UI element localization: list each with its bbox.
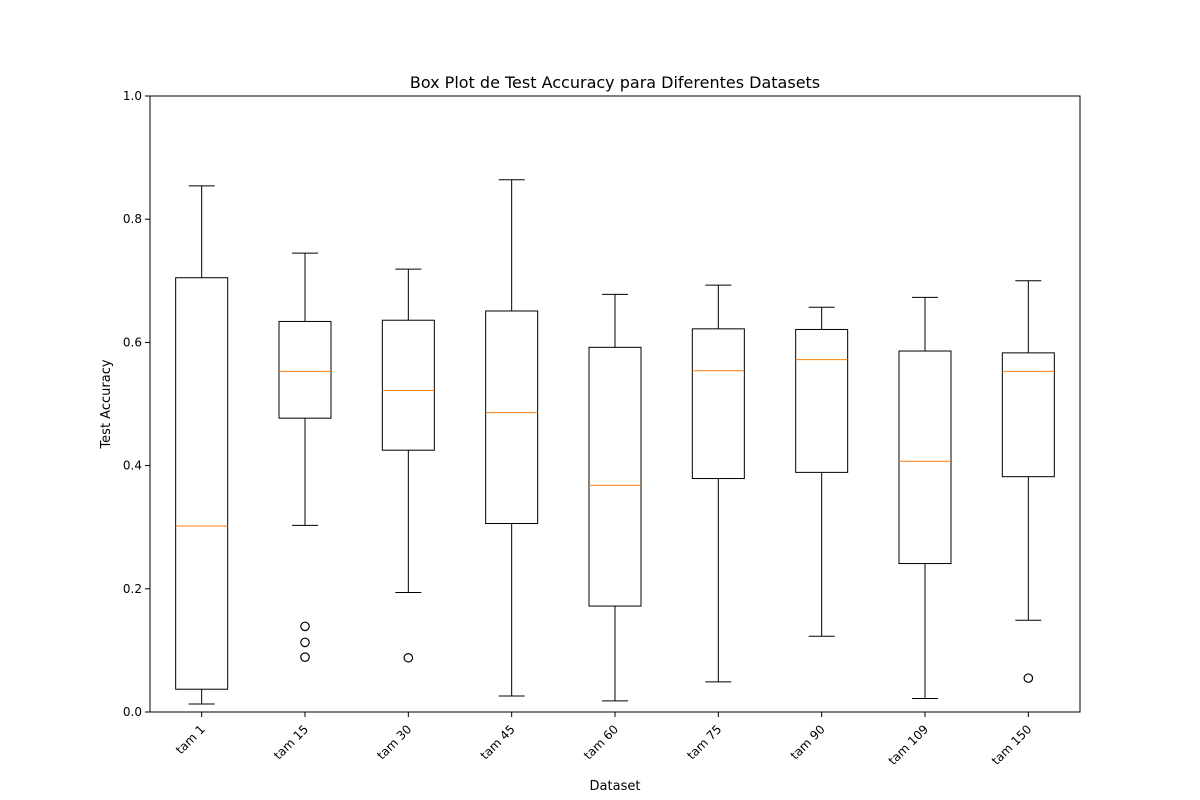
y-tick-label: 0.0 [123, 705, 142, 719]
box-body [175, 277, 229, 690]
x-tick-label: tam 30 [374, 722, 414, 762]
outlier-point [300, 637, 310, 648]
box-body [898, 350, 952, 565]
x-tick-label: tam 1 [173, 722, 208, 757]
box-tam-30 [381, 268, 435, 663]
y-axis: 0.0 0.2 0.4 0.6 0.8 1.0 [123, 89, 150, 719]
x-tick-label: tam 60 [581, 722, 621, 762]
x-tick-label: tam 150 [989, 722, 1035, 768]
box-tam-75 [691, 284, 745, 683]
x-tick-label: tam 90 [788, 722, 828, 762]
x-axis: tam 1 tam 15 tam 30 tam 45 tam 60 tam 75 tam 9… [173, 712, 1034, 768]
box-tam-15 [278, 252, 332, 662]
y-tick-label: 1.0 [123, 89, 142, 103]
box-body [795, 328, 849, 473]
box-body [485, 310, 539, 525]
outlier-point [300, 621, 310, 632]
outlier-point [300, 652, 310, 662]
box-body [588, 346, 642, 607]
box-tam-90 [795, 306, 849, 637]
x-tick-label: tam 15 [271, 722, 311, 762]
y-tick-label: 0.8 [123, 212, 142, 226]
box-tam-1 [175, 185, 229, 705]
y-tick-label: 0.2 [123, 582, 142, 596]
outlier-point [403, 652, 414, 663]
box-body [381, 319, 435, 451]
plot-area [149, 95, 1081, 713]
box-body [1001, 352, 1055, 478]
box-tam-60 [588, 293, 642, 702]
y-tick-label: 0.4 [123, 459, 142, 473]
y-tick-label: 0.6 [123, 335, 142, 349]
chart-title: Box Plot de Test Accuracy para Diferente… [410, 73, 820, 92]
x-tick-label: tam 109 [886, 722, 932, 768]
box-body [278, 320, 332, 419]
x-tick-label: tam 75 [684, 722, 724, 762]
box-tam-109 [898, 296, 952, 699]
y-axis-label: Test Accuracy [99, 359, 114, 449]
box-tam-45 [485, 179, 539, 697]
box-body [691, 328, 745, 480]
x-axis-label: Dataset [590, 779, 641, 794]
outlier-point [1023, 673, 1034, 683]
x-tick-label: tam 45 [478, 722, 518, 762]
box-tam-150 [1001, 280, 1055, 683]
